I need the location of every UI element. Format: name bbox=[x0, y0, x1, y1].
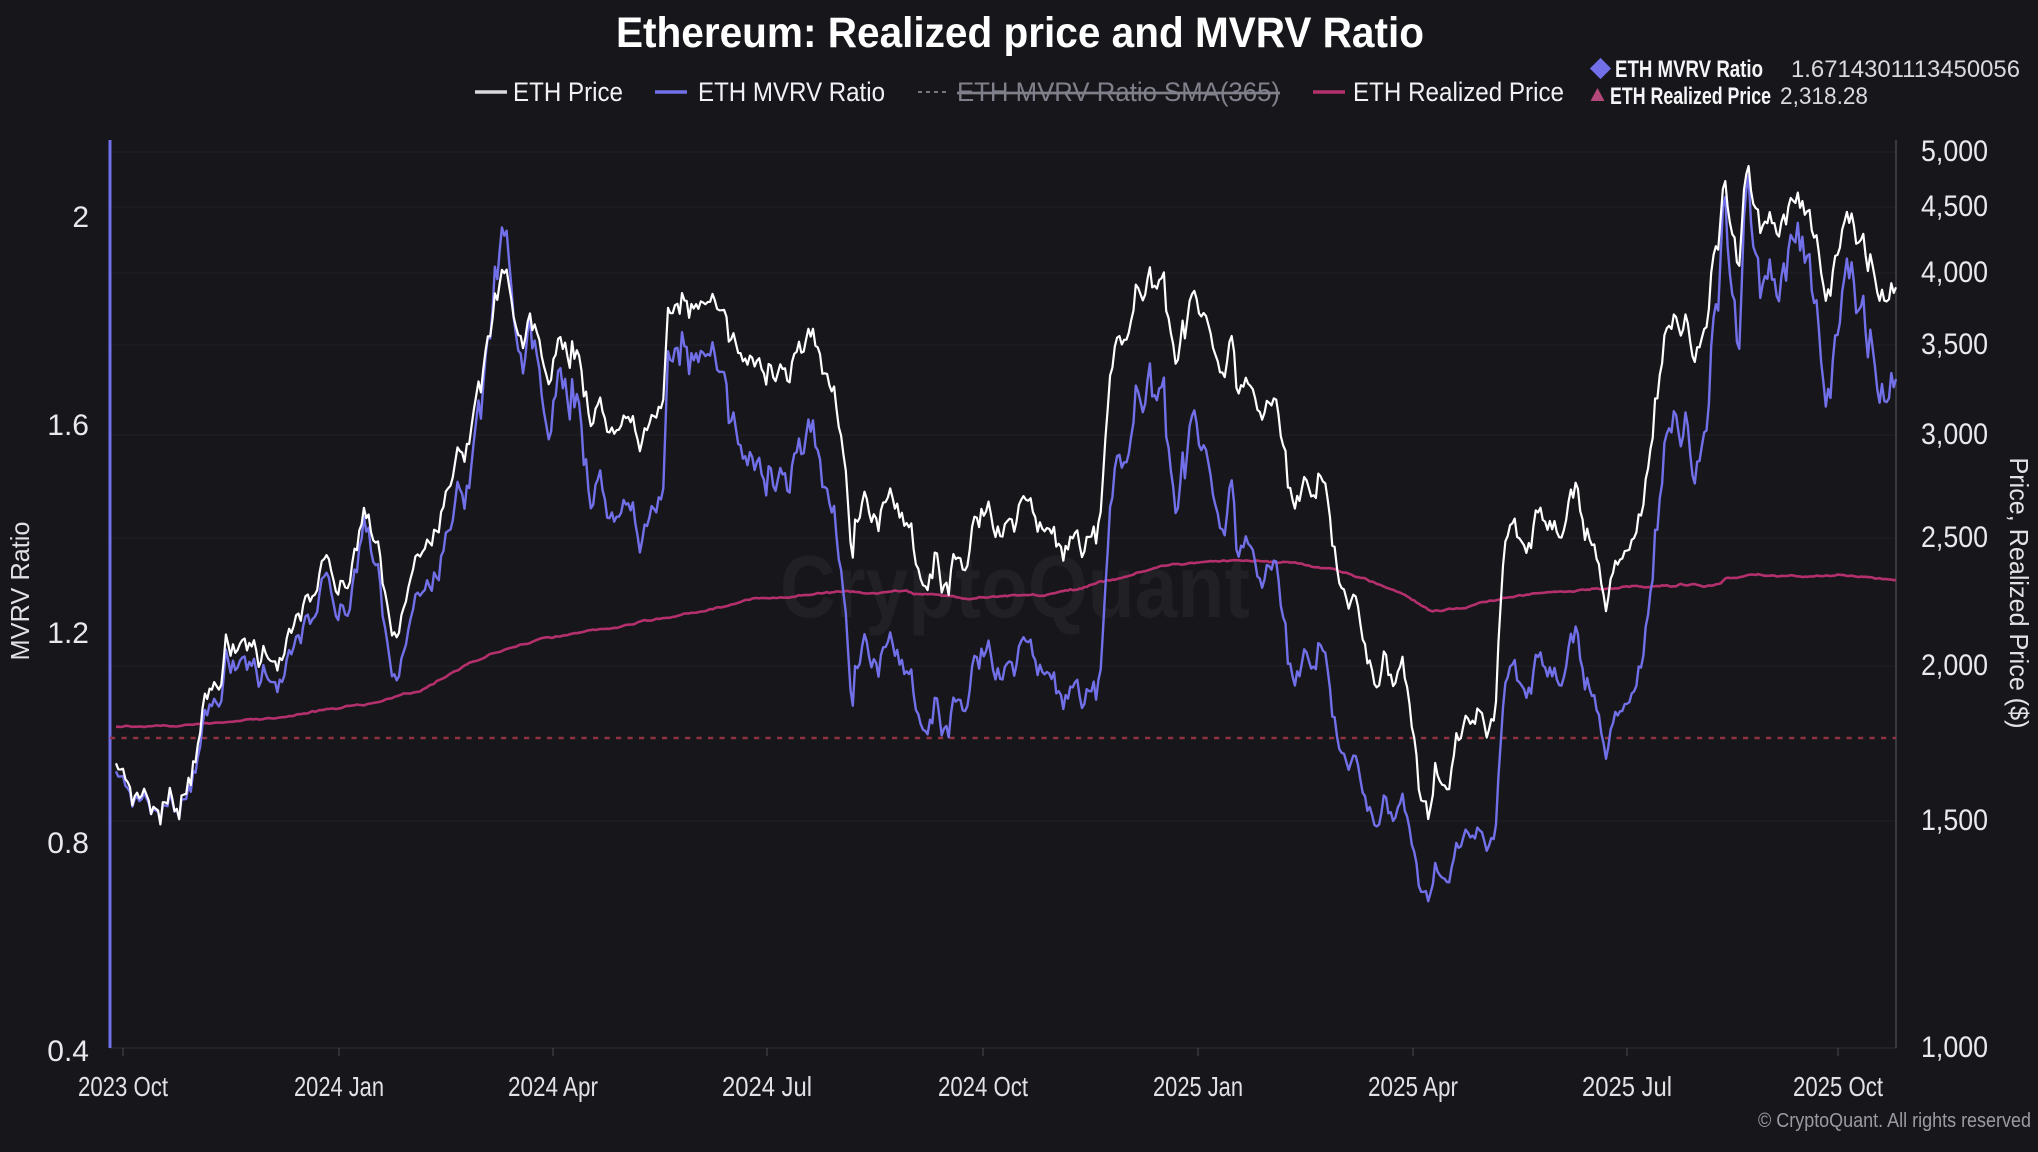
svg-text:4,000: 4,000 bbox=[1921, 256, 1988, 289]
svg-text:4,500: 4,500 bbox=[1921, 190, 1988, 223]
svg-text:1,500: 1,500 bbox=[1921, 804, 1988, 837]
svg-text:2,318.28: 2,318.28 bbox=[1780, 83, 1868, 110]
svg-text:ETH MVRV Ratio SMA(365): ETH MVRV Ratio SMA(365) bbox=[957, 77, 1280, 107]
svg-text:3,500: 3,500 bbox=[1921, 328, 1988, 361]
svg-text:0.4: 0.4 bbox=[47, 1035, 89, 1068]
svg-text:0.8: 0.8 bbox=[47, 827, 89, 860]
svg-text:Ethereum: Realized price and M: Ethereum: Realized price and MVRV Ratio bbox=[616, 9, 1424, 57]
svg-text:1.6714301113450056: 1.6714301113450056 bbox=[1791, 56, 2020, 83]
svg-text:2024 Apr: 2024 Apr bbox=[508, 1071, 598, 1102]
svg-text:MVRV Ratio: MVRV Ratio bbox=[5, 522, 35, 661]
svg-text:5,000: 5,000 bbox=[1921, 135, 1988, 168]
svg-text:2,500: 2,500 bbox=[1921, 521, 1988, 554]
svg-text:ETH Realized Price: ETH Realized Price bbox=[1353, 77, 1564, 107]
svg-text:© CryptoQuant. All rights rese: © CryptoQuant. All rights reserved bbox=[1758, 1110, 2031, 1132]
svg-text:2023 Oct: 2023 Oct bbox=[78, 1071, 168, 1102]
svg-text:2025 Apr: 2025 Apr bbox=[1368, 1071, 1458, 1102]
svg-text:1.6: 1.6 bbox=[47, 409, 89, 442]
svg-text:2: 2 bbox=[72, 201, 89, 234]
svg-text:ETH Price: ETH Price bbox=[513, 77, 623, 107]
svg-text:2024 Jan: 2024 Jan bbox=[294, 1071, 384, 1102]
svg-text:1,000: 1,000 bbox=[1921, 1031, 1988, 1064]
svg-text:2025 Jul: 2025 Jul bbox=[1582, 1071, 1672, 1102]
svg-text:ETH MVRV Ratio: ETH MVRV Ratio bbox=[698, 77, 885, 107]
svg-text:ETH MVRV Ratio: ETH MVRV Ratio bbox=[1615, 56, 1763, 83]
svg-text:3,000: 3,000 bbox=[1921, 418, 1988, 451]
svg-text:Price, Realized Price ($): Price, Realized Price ($) bbox=[2004, 458, 2034, 729]
svg-text:ETH Realized Price: ETH Realized Price bbox=[1610, 83, 1771, 110]
svg-text:2024 Oct: 2024 Oct bbox=[938, 1071, 1028, 1102]
svg-text:2025 Oct: 2025 Oct bbox=[1793, 1071, 1883, 1102]
svg-text:2024 Jul: 2024 Jul bbox=[722, 1071, 812, 1102]
svg-text:1.2: 1.2 bbox=[47, 617, 89, 650]
svg-text:2025 Jan: 2025 Jan bbox=[1153, 1071, 1243, 1102]
svg-text:2,000: 2,000 bbox=[1921, 649, 1988, 682]
svg-text:CryptoQuant: CryptoQuant bbox=[780, 537, 1250, 636]
